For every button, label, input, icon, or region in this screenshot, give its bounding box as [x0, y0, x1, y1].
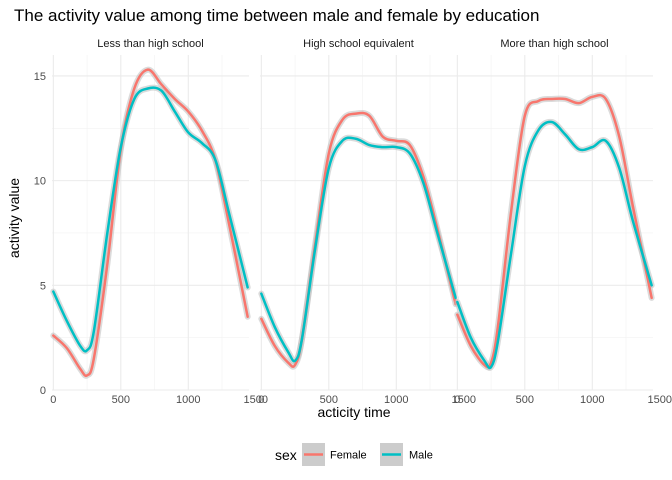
y-tick-label: 0	[40, 385, 46, 397]
x-tick-label: 0	[258, 394, 264, 406]
facet-strip-label: More than high school	[500, 38, 608, 50]
x-tick-label: 1000	[176, 394, 200, 406]
facet-panel: More than high school 0 500 1000 1500	[454, 38, 672, 406]
y-tick-label: 10	[34, 176, 46, 188]
x-tick-label: 1500	[648, 394, 672, 406]
series-line-male	[260, 136, 457, 363]
series-line-female	[52, 68, 249, 378]
x-tick-label: 1500	[452, 394, 476, 406]
y-tick-label: 15	[34, 71, 46, 83]
x-tick-label: 1000	[384, 394, 408, 406]
confidence-band-male	[258, 134, 459, 365]
x-axis-title: acticity time	[317, 404, 390, 420]
x-tick-label: 500	[516, 394, 534, 406]
x-tick-label: 500	[112, 394, 130, 406]
series-line-female	[260, 111, 457, 368]
legend: sex Female Male	[275, 443, 433, 466]
chart-title: The activity value among time between ma…	[14, 6, 539, 25]
x-tick-label: 0	[454, 394, 460, 406]
legend-label-male: Male	[409, 450, 433, 462]
confidence-band-female	[454, 92, 655, 371]
legend-label-female: Female	[330, 450, 367, 462]
confidence-band-female	[258, 109, 459, 370]
facet-panel: High school equivalent 0 500 1000 1500	[258, 38, 476, 406]
series-line-male	[52, 86, 249, 353]
x-tick-label: 0	[50, 394, 56, 406]
x-tick-label: 1500	[244, 394, 268, 406]
legend-title: sex	[275, 447, 297, 463]
facet-strip-label: Less than high school	[97, 38, 203, 50]
confidence-band-male	[50, 84, 251, 355]
confidence-band-female	[50, 66, 251, 379]
y-tick-label: 5	[40, 280, 46, 292]
facet-strip-label: High school equivalent	[303, 38, 414, 50]
y-axis-title: activity value	[6, 178, 22, 258]
x-tick-label: 1000	[580, 394, 604, 406]
series-line-male	[456, 120, 653, 370]
series-line-female	[456, 93, 653, 369]
x-tick-label: 500	[320, 394, 338, 406]
